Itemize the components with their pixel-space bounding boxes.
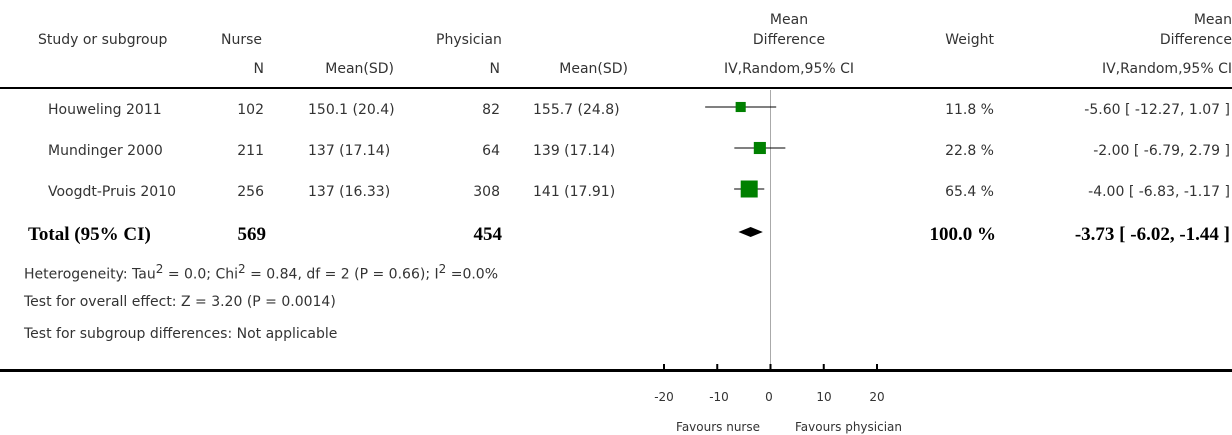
total-ci: -3.73 [ -6.02, -1.44 ] [1074, 224, 1230, 245]
header-md-line2: Difference [752, 32, 826, 48]
row-n1: 102 [237, 102, 264, 118]
pooled-estimate-diamond [738, 227, 763, 237]
footer-rule [0, 369, 1232, 372]
row-weight: 11.8 % [945, 102, 994, 118]
header-mean1: Mean(SD) [325, 61, 394, 77]
row-mean2: 141 (17.91) [533, 184, 616, 200]
header-weight: Weight [945, 32, 994, 48]
overall-effect-text: Test for overall effect: Z = 3.20 (P = 0… [24, 294, 336, 310]
header-physician: Physician [436, 32, 502, 48]
header-method2: IV,Random,95% CI [1101, 61, 1232, 77]
row-study: Houweling 2011 [48, 102, 162, 118]
header-rule [0, 87, 1232, 89]
header-method1: IV,Random,95% CI [723, 61, 855, 77]
heterogeneity-text: Heterogeneity: Tau2 = 0.0; Chi2 = 0.84, … [24, 262, 499, 283]
study-estimate-square [735, 101, 746, 113]
header-mean2: Mean(SD) [559, 61, 628, 77]
row-n1: 256 [237, 184, 264, 200]
row-weight: 22.8 % [945, 143, 994, 159]
axis-tick-label: -10 [709, 390, 729, 404]
row-mean2: 139 (17.14) [533, 143, 616, 159]
row-mean1: 137 (16.33) [308, 184, 391, 200]
favours-right-label: Favours physician [795, 420, 903, 434]
row-study: Voogdt-Pruis 2010 [48, 184, 177, 200]
row-n2: 82 [482, 102, 500, 118]
header-md-line1: Mean [769, 12, 809, 28]
total-n1: 569 [237, 224, 267, 245]
total-label: Total (95% CI) [28, 224, 151, 245]
header-n1: N [253, 61, 264, 77]
row-ci: -2.00 [ -6.79, 2.79 ] [1093, 143, 1230, 159]
header-md2-line2: Difference [1159, 32, 1232, 48]
favours-left-label: Favours nurse [676, 420, 760, 434]
row-weight: 65.4 % [945, 184, 994, 200]
row-study: Mundinger 2000 [48, 143, 163, 159]
axis-tick-label: 10 [816, 390, 832, 404]
axis-tick-label: 0 [765, 390, 773, 404]
total-n2: 454 [473, 224, 503, 245]
row-mean2: 155.7 (24.8) [533, 102, 620, 118]
total-weight: 100.0 % [929, 224, 997, 245]
row-n2: 64 [482, 143, 500, 159]
header-n2: N [489, 61, 500, 77]
row-n1: 211 [237, 143, 264, 159]
row-ci: -5.60 [ -12.27, 1.07 ] [1084, 102, 1230, 118]
header-nurse: Nurse [221, 32, 263, 48]
row-mean1: 150.1 (20.4) [308, 102, 395, 118]
axis-tick-label: 20 [869, 390, 885, 404]
header-md2-line1: Mean [1193, 12, 1232, 28]
study-estimate-square [740, 180, 758, 198]
row-ci: -4.00 [ -6.83, -1.17 ] [1088, 184, 1230, 200]
row-n2: 308 [473, 184, 500, 200]
header-study: Study or subgroup [38, 32, 168, 48]
study-estimate-square [753, 141, 766, 155]
axis-tick-label: -20 [654, 390, 674, 404]
subgroup-differences-text: Test for subgroup differences: Not appli… [24, 326, 338, 342]
row-mean1: 137 (17.14) [308, 143, 391, 159]
